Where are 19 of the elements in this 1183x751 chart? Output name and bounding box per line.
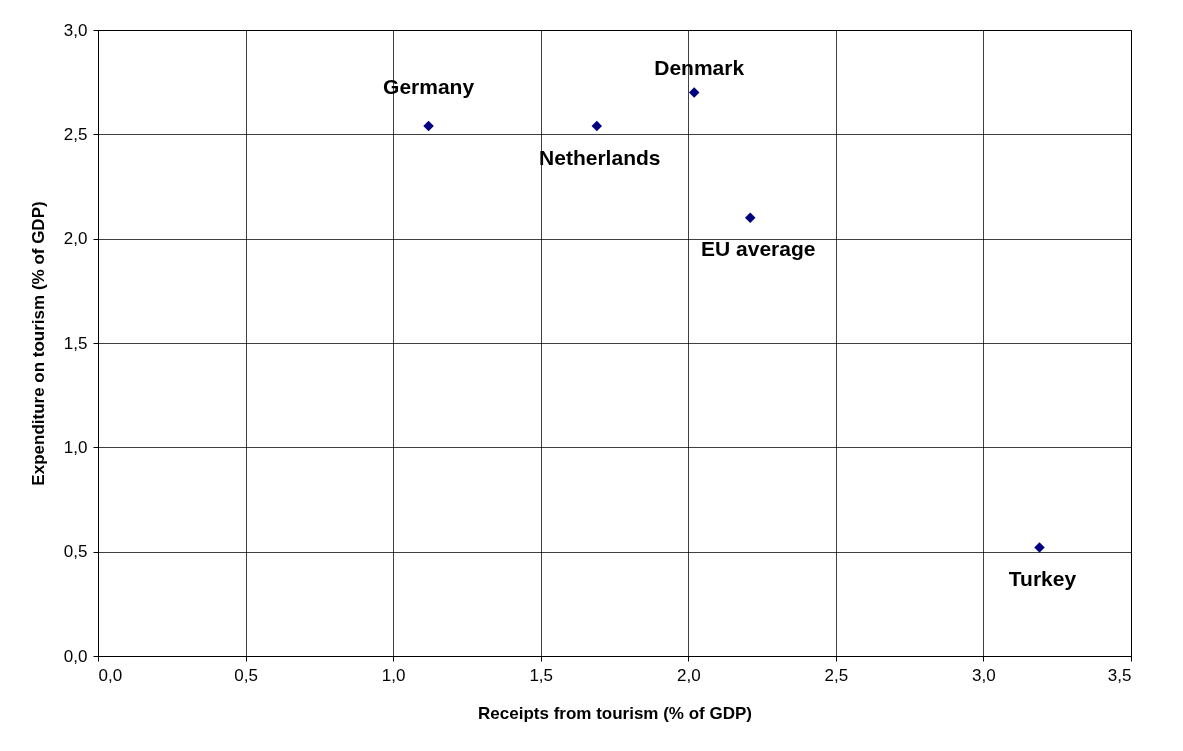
x-axis-title: Receipts from tourism (% of GDP) [478,703,752,723]
y-tick-label: 2,0 [63,229,88,249]
y-axis-title: Expenditure on tourism (% of GDP) [28,201,48,486]
x-tick-label: 3,5 [1107,665,1132,685]
y-tick-label: 0,0 [63,646,88,666]
y-tick-label: 1,5 [63,333,88,353]
x-tick-label: 2,0 [676,665,701,685]
x-tick-label: 1,5 [529,665,554,685]
x-tick-label: 3,0 [972,665,996,685]
y-tick-label: 2,5 [63,124,88,144]
series-label: Turkey [1008,567,1077,591]
x-tick-label: 0,5 [234,665,258,685]
x-tick-label: 0,0 [98,665,123,685]
y-tick-label: 0,5 [63,542,88,562]
x-tick-label: 2,5 [824,665,849,685]
y-tick-label: 3,0 [63,20,88,40]
series-label: EU average [701,236,816,260]
y-tick-label: 1,0 [63,437,88,457]
x-tick-label: 1,0 [381,665,406,685]
